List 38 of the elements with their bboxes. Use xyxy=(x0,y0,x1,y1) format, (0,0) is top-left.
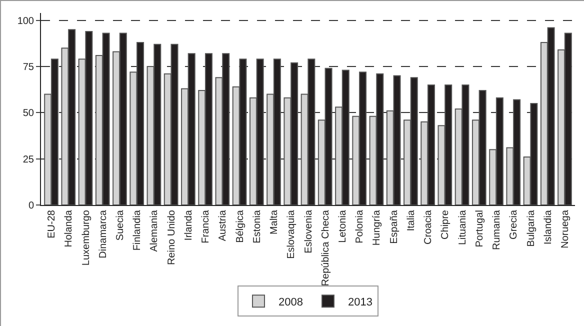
x-tick-label: Italia xyxy=(406,210,417,232)
x-tick-label: Malta xyxy=(269,210,280,234)
y-tick-label: 75 xyxy=(22,62,34,74)
x-tick-label: Chipre xyxy=(440,210,452,240)
x-tick-label: Suecia xyxy=(114,210,126,241)
x-tick-label: Rumania xyxy=(492,210,503,250)
x-tick-label: Noruega xyxy=(560,210,571,248)
x-tick-label: Reino Unido xyxy=(166,210,178,266)
x-tick-label: Polonia xyxy=(354,210,366,244)
legend-label: 2013 xyxy=(348,296,372,308)
x-tick-label: Finlandia xyxy=(132,210,144,251)
x-tick-label: Irlanda xyxy=(183,210,194,241)
x-tick-label: Islandia xyxy=(542,210,554,244)
x-tick-label: Bulgaria xyxy=(526,210,537,247)
y-tick-label: 25 xyxy=(22,154,34,166)
x-tick-label: Luxemburgo xyxy=(80,210,92,266)
x-tick-label: EU-28 xyxy=(46,210,58,238)
x-tick-label: Holanda xyxy=(64,210,75,248)
x-tick-label: Francia xyxy=(200,210,212,244)
legend-label: 2008 xyxy=(278,296,303,308)
x-tick-label: República Checa xyxy=(320,210,332,286)
x-tick-label: Portugal xyxy=(474,210,486,248)
y-tick-label: 0 xyxy=(28,200,34,212)
x-tick-label: Eslovenia xyxy=(303,210,314,254)
x-tick-label: Grecia xyxy=(508,210,520,240)
x-tick-label: España xyxy=(388,210,400,244)
x-tick-label: Estonia xyxy=(252,210,263,244)
x-tick-label: Bélgica xyxy=(234,210,246,243)
x-tick-label: Croacia xyxy=(423,210,434,244)
x-tick-label: Eslovaquia xyxy=(286,210,298,259)
x-tick-label: Letonia xyxy=(337,210,348,243)
x-tick-label: Lituania xyxy=(457,210,468,246)
x-tick-label: Hungría xyxy=(372,210,383,246)
y-tick-label: 100 xyxy=(17,16,34,27)
x-tick-label: Alemania xyxy=(149,210,160,252)
x-tick-label: Dinamarca xyxy=(98,210,109,258)
y-tick-label: 50 xyxy=(22,108,34,120)
x-tick-label: Austria xyxy=(218,210,229,242)
